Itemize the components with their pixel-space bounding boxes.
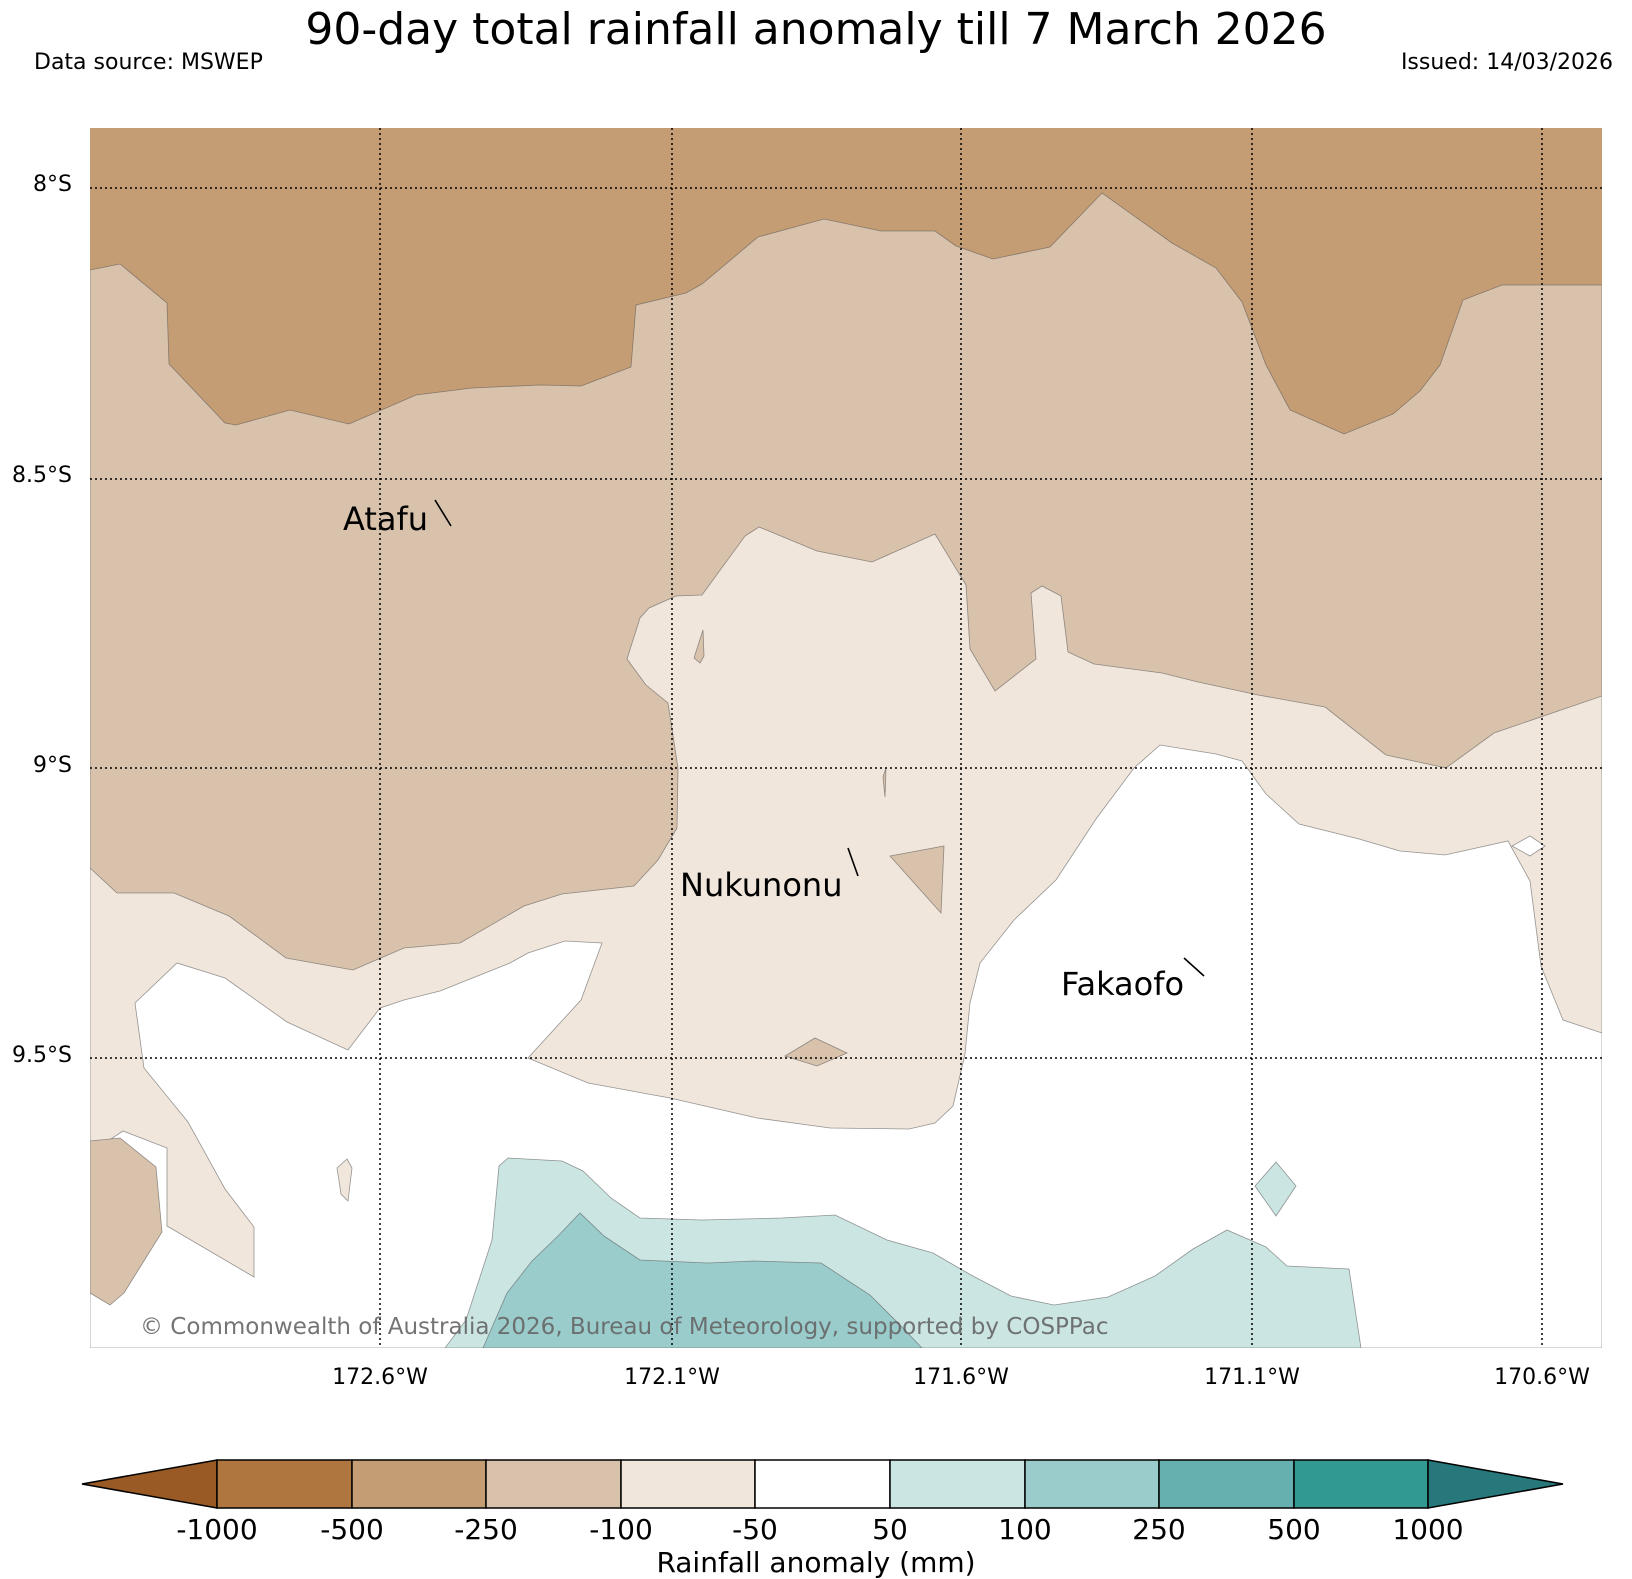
lat-label-8s: 8°S bbox=[33, 172, 72, 197]
data-source-label: Data source: MSWEP bbox=[34, 50, 263, 75]
anomaly-region-neutral bbox=[90, 744, 1602, 1348]
colorbar bbox=[81, 1459, 1564, 1509]
colorbar-tick-label: -50 bbox=[732, 1513, 778, 1546]
lon-label-171-1w: 171.1°W bbox=[1204, 1365, 1300, 1390]
place-label-fakaofo: Fakaofo bbox=[1061, 965, 1185, 1003]
graticule bbox=[90, 128, 1602, 1348]
place-leader-lines bbox=[434, 499, 1205, 977]
colorbar-bin-5 bbox=[754, 1459, 891, 1509]
colorbar-bin-6 bbox=[889, 1459, 1026, 1509]
rainfall-anomaly-map bbox=[90, 128, 1602, 1348]
colorbar-tick-label: -100 bbox=[589, 1513, 653, 1546]
lat-label-9-5s: 9.5°S bbox=[12, 1043, 72, 1068]
anomaly-patch-4 bbox=[882, 767, 887, 798]
anomaly-patch-1 bbox=[889, 845, 945, 914]
anomaly-region-neutral-small bbox=[1511, 835, 1546, 857]
colorbar-bin-8 bbox=[1158, 1459, 1295, 1509]
anomaly-patch-2 bbox=[784, 1037, 848, 1067]
lat-label-9s: 9°S bbox=[33, 753, 72, 778]
anomaly-patch-lowleft-light bbox=[336, 1158, 353, 1202]
colorbar-tick-label: -500 bbox=[320, 1513, 384, 1546]
colorbar-bin-3 bbox=[485, 1459, 622, 1509]
issued-date-label: Issued: 14/03/2026 bbox=[1400, 50, 1613, 75]
colorbar-bin-1 bbox=[216, 1459, 353, 1509]
colorbar-extend-high bbox=[1427, 1459, 1564, 1509]
anomaly-patch-lowleft bbox=[90, 1137, 163, 1306]
colorbar-extend-low bbox=[81, 1459, 218, 1509]
colorbar-bin-9 bbox=[1293, 1459, 1429, 1509]
copyright-notice: © Commonwealth of Australia 2026, Bureau… bbox=[140, 1314, 1109, 1340]
anomaly-patch-3 bbox=[693, 629, 705, 664]
colorbar-bin-4 bbox=[620, 1459, 756, 1509]
place-label-atafu: Atafu bbox=[343, 500, 429, 538]
map-title: 90-day total rainfall anomaly till 7 Mar… bbox=[305, 4, 1327, 55]
colorbar-tick-label: 50 bbox=[872, 1513, 908, 1546]
colorbar-tick-label: 500 bbox=[1267, 1513, 1321, 1546]
lon-label-172-1w: 172.1°W bbox=[624, 1365, 720, 1390]
colorbar-bin-2 bbox=[351, 1459, 487, 1509]
colorbar-tick-label: 1000 bbox=[1392, 1513, 1464, 1546]
lon-label-171-6w: 171.6°W bbox=[913, 1365, 1009, 1390]
place-label-nukunonu: Nukunonu bbox=[680, 866, 843, 904]
colorbar-tick-label: 100 bbox=[998, 1513, 1052, 1546]
lat-label-8-5s: 8.5°S bbox=[12, 463, 72, 488]
colorbar-bin-7 bbox=[1024, 1459, 1160, 1509]
lon-label-172-6w: 172.6°W bbox=[332, 1365, 428, 1390]
lon-label-170-6w: 170.6°W bbox=[1494, 1365, 1590, 1390]
anomaly-patch-pos50-small bbox=[1254, 1161, 1297, 1217]
colorbar-tick-label: -1000 bbox=[176, 1513, 258, 1546]
anomaly-region-pos100 bbox=[482, 1212, 923, 1348]
colorbar-tick-label: -250 bbox=[454, 1513, 518, 1546]
colorbar-tick-label: 250 bbox=[1132, 1513, 1186, 1546]
